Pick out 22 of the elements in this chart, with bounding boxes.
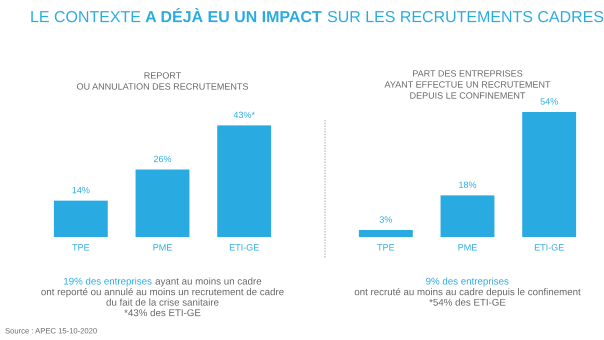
x-tick-label: ETI-GE [534,244,564,251]
text: ayant au moins un cadre [156,277,262,287]
data-label: 14% [72,186,90,194]
x-tick-label: ETI-GE [230,244,259,251]
chart-title: REPORT OU ANNULATION DES RECRUTEMENTS [76,72,248,90]
chart-title: PART DES ENTREPRISES AYANT EFFECTUE UN RECRUTEMENT DEPUIS LE CONFINEMENT [384,70,550,99]
text: ont reporté ou annulé au moins un recrutement de cadre du fait de la crise sanitaire *43% des ETI-GE [41,288,284,316]
text: LE CONTEXTE [31,10,140,22]
x-tick-label: TPE [72,244,90,250]
text: 19% des entreprises [64,277,152,287]
text: A DÉJÀ EU UN IMPACT [146,8,322,22]
text: SUR LES RECRUTEMENTS CADRES [328,10,604,22]
text: 9% des entreprises [426,277,508,287]
data-label: 3% [380,216,392,223]
data-label: 26% [154,156,172,162]
data-label: 54% [540,98,558,105]
x-tick-label: PME [153,244,172,250]
data-label: 43%* [234,112,255,118]
text: ont recruté au moins au cadre depuis le confinement *54% des ETI-GE [354,288,581,306]
data-label: 18% [459,182,476,188]
x-tick-label: PME [458,244,477,250]
x-tick-label: TPE [377,244,394,250]
